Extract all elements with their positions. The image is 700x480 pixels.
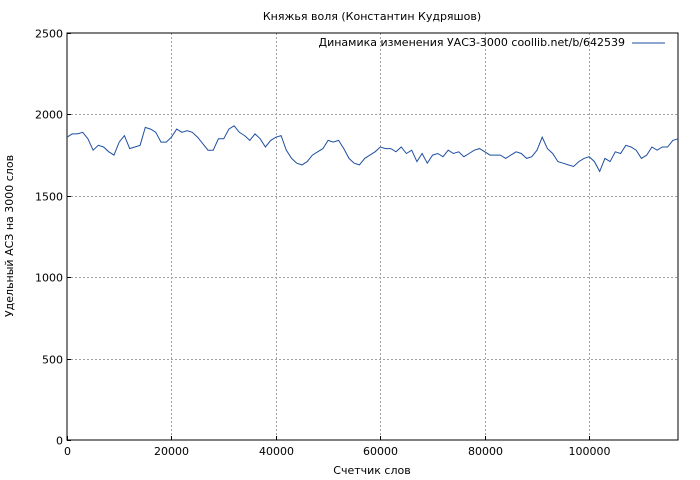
legend: Динамика изменения УАСЗ-3000 coollib.net… <box>319 36 665 49</box>
y-tick-label: 1500 <box>35 191 63 204</box>
grid <box>67 33 678 440</box>
x-tick-label: 0 <box>64 445 71 458</box>
series-line <box>66 125 679 173</box>
series-layer <box>66 125 679 173</box>
x-tick-label: 80000 <box>468 445 503 458</box>
x-axis-title: Счетчик слов <box>333 464 410 477</box>
y-tick-label: 2000 <box>35 109 63 122</box>
x-tick-label: 40000 <box>259 445 294 458</box>
y-tick-label: 0 <box>56 435 63 448</box>
y-axis-title: Удельный АСЗ на 3000 слов <box>3 155 16 317</box>
axis-ticks: 0 20000 40000 60000 80000 100000 0 500 1000 1500 2… <box>35 28 611 459</box>
legend-label: Динамика изменения УАСЗ-3000 coollib.net… <box>319 36 626 49</box>
x-tick-label: 100000 <box>569 445 611 458</box>
y-tick-label: 500 <box>42 354 63 367</box>
x-tick-label: 60000 <box>363 445 398 458</box>
plot-area-frame <box>66 32 679 441</box>
y-tick-label: 1000 <box>35 272 63 285</box>
y-tick-label: 2500 <box>35 28 63 41</box>
x-tick-label: 20000 <box>154 445 189 458</box>
chart-title: Княжья воля (Константин Кудряшов) <box>263 10 481 23</box>
